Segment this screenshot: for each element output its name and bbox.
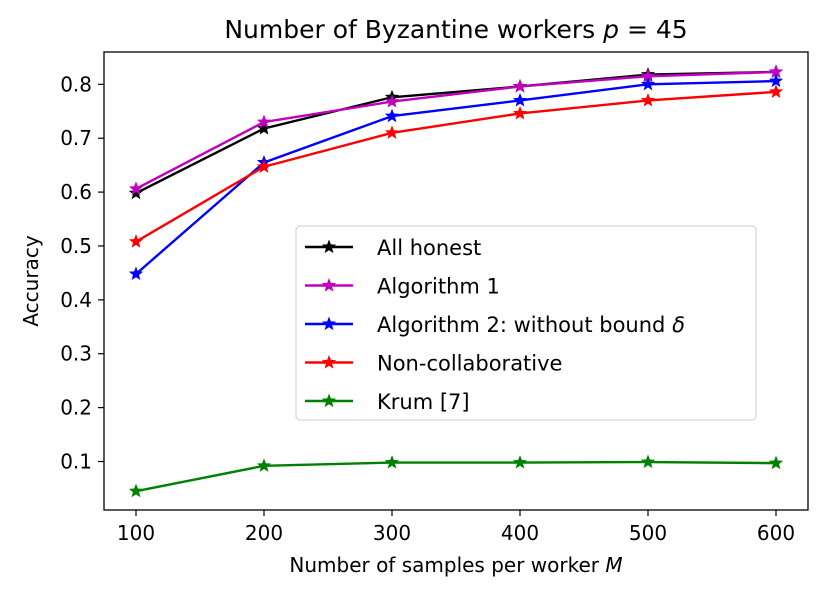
y-tick-label: 0.1 xyxy=(60,450,92,474)
data-point xyxy=(768,64,784,78)
data-point xyxy=(512,105,528,120)
legend-marker xyxy=(321,278,337,292)
data-point xyxy=(512,455,528,469)
data-point xyxy=(384,125,400,139)
legend-label: Algorithm 2: without bound δ xyxy=(377,313,685,337)
legend-label: Non-collaborative xyxy=(377,352,562,376)
series-line xyxy=(135,70,777,190)
series-line xyxy=(135,460,777,493)
data-point xyxy=(128,483,144,498)
data-point xyxy=(640,454,656,469)
legend-label: Algorithm 1 xyxy=(377,275,500,299)
y-tick-label: 0.2 xyxy=(60,396,92,420)
series-line xyxy=(135,79,777,275)
x-axis: 100 200 300 400 500 600 xyxy=(117,510,795,545)
series-4 xyxy=(128,84,784,248)
legend-item: All honest xyxy=(305,236,481,260)
y-tick-label: 0.6 xyxy=(60,180,92,204)
legend-box xyxy=(295,225,757,421)
x-tick-label: 300 xyxy=(373,521,411,545)
data-point xyxy=(128,234,144,248)
data-point xyxy=(768,73,784,88)
data-point xyxy=(512,92,528,107)
data-point xyxy=(512,78,528,93)
data-point xyxy=(384,455,400,469)
data-point xyxy=(768,455,784,470)
data-point xyxy=(640,92,656,107)
plot-marks xyxy=(128,64,784,498)
data-point xyxy=(640,68,656,83)
legend-item: Algorithm 1 xyxy=(305,275,500,299)
data-point xyxy=(768,84,784,98)
x-axis-label: Number of samples per worker M xyxy=(289,553,622,577)
series-5 xyxy=(128,454,784,498)
legend-item: Algorithm 2: without bound δ xyxy=(305,313,685,337)
data-point xyxy=(256,159,272,173)
y-tick-label: 0.8 xyxy=(60,72,92,96)
data-point xyxy=(128,266,144,281)
y-tick-label: 0.4 xyxy=(60,288,92,312)
chart-title: Number of Byzantine workers p = 45 xyxy=(224,15,687,44)
x-tick-label: 500 xyxy=(629,521,667,545)
data-point xyxy=(128,181,144,195)
legend-marker xyxy=(321,393,337,408)
series-2 xyxy=(128,64,784,195)
y-tick-label: 0.7 xyxy=(60,126,92,150)
data-point xyxy=(640,76,656,91)
plot-frame xyxy=(103,51,809,511)
legend-label: Krum [7] xyxy=(377,390,470,414)
legend: All honest Algorithm 1 Algorithm 2: withou… xyxy=(295,225,757,421)
data-point xyxy=(256,121,272,135)
x-tick-label: 100 xyxy=(117,521,155,545)
data-point xyxy=(256,114,272,129)
series-line xyxy=(135,70,777,195)
data-point xyxy=(128,185,144,200)
y-tick-label: 0.5 xyxy=(60,234,92,258)
legend-item: Non-collaborative xyxy=(305,352,562,376)
legend-label: All honest xyxy=(377,236,481,260)
x-tick-label: 200 xyxy=(245,521,283,545)
x-tick-label: 400 xyxy=(501,521,539,545)
y-axis-label: Accuracy xyxy=(19,235,43,326)
y-axis: 0.1 0.2 0.3 0.4 0.5 0.6 0.7 0.8 xyxy=(60,72,104,474)
series-line xyxy=(135,90,777,243)
y-tick-label: 0.3 xyxy=(60,342,92,366)
legend-item: Krum [7] xyxy=(305,390,470,414)
data-point xyxy=(384,94,400,108)
legend-marker xyxy=(321,239,337,254)
legend-marker xyxy=(321,355,337,369)
x-tick-label: 600 xyxy=(757,521,795,545)
legend-marker xyxy=(321,316,337,331)
data-point xyxy=(256,458,272,472)
data-point xyxy=(384,108,400,123)
